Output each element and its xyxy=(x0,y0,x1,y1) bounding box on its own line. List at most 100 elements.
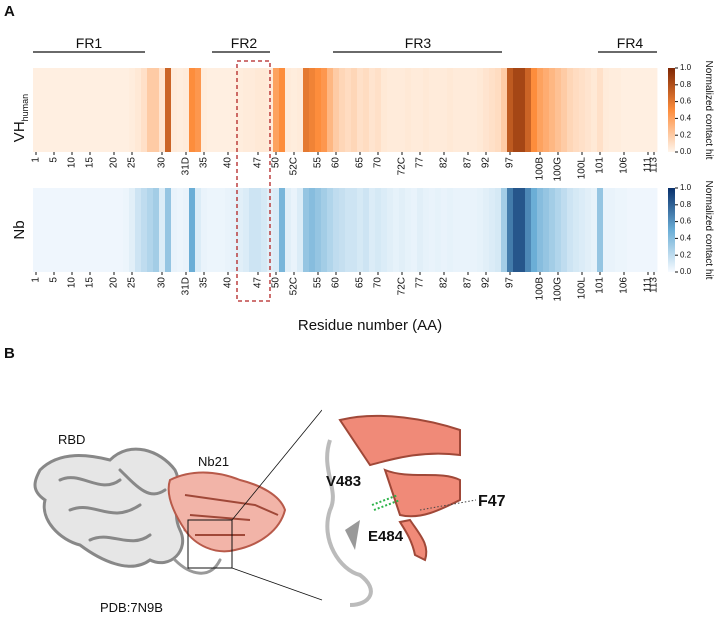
heat-cell xyxy=(219,188,226,272)
heat-cell xyxy=(399,68,406,152)
heat-cell xyxy=(315,188,322,272)
heat-cell xyxy=(621,68,628,152)
heat-cell xyxy=(639,68,646,152)
zoom-box xyxy=(187,519,233,569)
heat-cell xyxy=(489,188,496,272)
y-label: VHhuman xyxy=(11,94,30,142)
heat-cell xyxy=(543,68,550,152)
heat-cell xyxy=(273,68,280,152)
panel-label: B xyxy=(4,345,15,362)
heat-cell xyxy=(537,188,544,272)
heat-cell xyxy=(513,188,520,272)
heat-cell xyxy=(267,68,274,152)
heat-cell xyxy=(273,188,280,272)
x-tick-label: 55 xyxy=(313,277,324,289)
heat-cell xyxy=(609,188,616,272)
heat-cell xyxy=(381,188,388,272)
heat-cell xyxy=(519,188,526,272)
zoom-line xyxy=(231,567,323,601)
heat-cell xyxy=(243,68,250,152)
heat-cell xyxy=(297,68,304,152)
heat-cell xyxy=(591,188,598,272)
heat-cell xyxy=(45,188,52,272)
heat-cell xyxy=(309,188,316,272)
heat-cell xyxy=(483,68,490,152)
heat-cell xyxy=(93,68,100,152)
x-tick-label: 87 xyxy=(463,157,474,169)
heat-cell xyxy=(615,68,622,152)
heat-cell xyxy=(321,68,328,152)
heat-cell xyxy=(33,68,40,152)
y-label: Nb xyxy=(11,220,28,239)
heat-cell xyxy=(525,68,532,152)
heat-cell xyxy=(171,68,178,152)
heat-cell xyxy=(39,68,46,152)
heat-cell xyxy=(63,68,70,152)
heat-cell xyxy=(429,188,436,272)
heat-cell xyxy=(399,188,406,272)
heat-cell xyxy=(33,188,40,272)
heat-cell xyxy=(135,68,142,152)
heat-cell xyxy=(573,188,580,272)
x-tick-label: 47 xyxy=(253,157,264,169)
x-tick-label: 72C xyxy=(397,157,408,175)
x-tick-label: 113 xyxy=(649,157,660,173)
heat-cell xyxy=(237,188,244,272)
colorbar xyxy=(668,188,675,272)
heat-cell xyxy=(603,68,610,152)
heat-cell xyxy=(213,68,220,152)
heat-cell xyxy=(171,188,178,272)
heat-cell xyxy=(585,68,592,152)
heat-cell xyxy=(291,68,298,152)
heat-cell xyxy=(291,188,298,272)
x-tick-label: 111 xyxy=(643,157,654,173)
heat-cell xyxy=(207,68,214,152)
heat-cell xyxy=(465,188,472,272)
x-tick-label: 35 xyxy=(199,277,210,289)
x-tick-label: 87 xyxy=(463,277,474,289)
heat-cell xyxy=(177,188,184,272)
x-tick-label: 25 xyxy=(127,277,138,289)
x-tick-label: 92 xyxy=(481,157,492,169)
x-tick-label: 31D xyxy=(181,157,192,175)
heat-cell xyxy=(63,188,70,272)
heat-cell xyxy=(627,68,634,152)
heat-cell xyxy=(435,188,442,272)
heat-cell xyxy=(579,68,586,152)
x-tick-label: 5 xyxy=(49,157,60,163)
zoom-view xyxy=(310,410,477,610)
heat-cell xyxy=(339,68,346,152)
heat-cell xyxy=(309,68,316,152)
heat-cell xyxy=(465,68,472,152)
heat-cell xyxy=(285,188,292,272)
heat-cell xyxy=(261,188,268,272)
heat-cell xyxy=(213,188,220,272)
heat-cell xyxy=(483,188,490,272)
heat-cell xyxy=(195,188,202,272)
x-tick-label: 40 xyxy=(223,157,234,169)
heat-cell xyxy=(327,68,334,152)
heat-cell xyxy=(315,68,322,152)
panel-label: A xyxy=(4,3,15,20)
heat-cell xyxy=(123,188,130,272)
heat-cell xyxy=(363,188,370,272)
structure-label: RBD xyxy=(58,432,85,447)
heat-cell xyxy=(201,188,208,272)
heat-cell xyxy=(609,68,616,152)
heat-cell xyxy=(249,68,256,152)
region-label: FR1 xyxy=(76,35,103,51)
heat-cell xyxy=(303,188,310,272)
heat-cell xyxy=(189,188,196,272)
heat-cell xyxy=(633,188,640,272)
colorbar-tick-label: 0.2 xyxy=(680,250,692,259)
x-tick-label: 113 xyxy=(649,277,660,293)
heat-cell xyxy=(633,68,640,152)
heat-cell xyxy=(591,68,598,152)
heat-cell xyxy=(243,188,250,272)
heat-cell xyxy=(333,188,340,272)
x-tick-label: 15 xyxy=(85,157,96,169)
heat-cell xyxy=(231,188,238,272)
heat-cell xyxy=(141,188,148,272)
x-tick-label: 10 xyxy=(67,157,78,169)
